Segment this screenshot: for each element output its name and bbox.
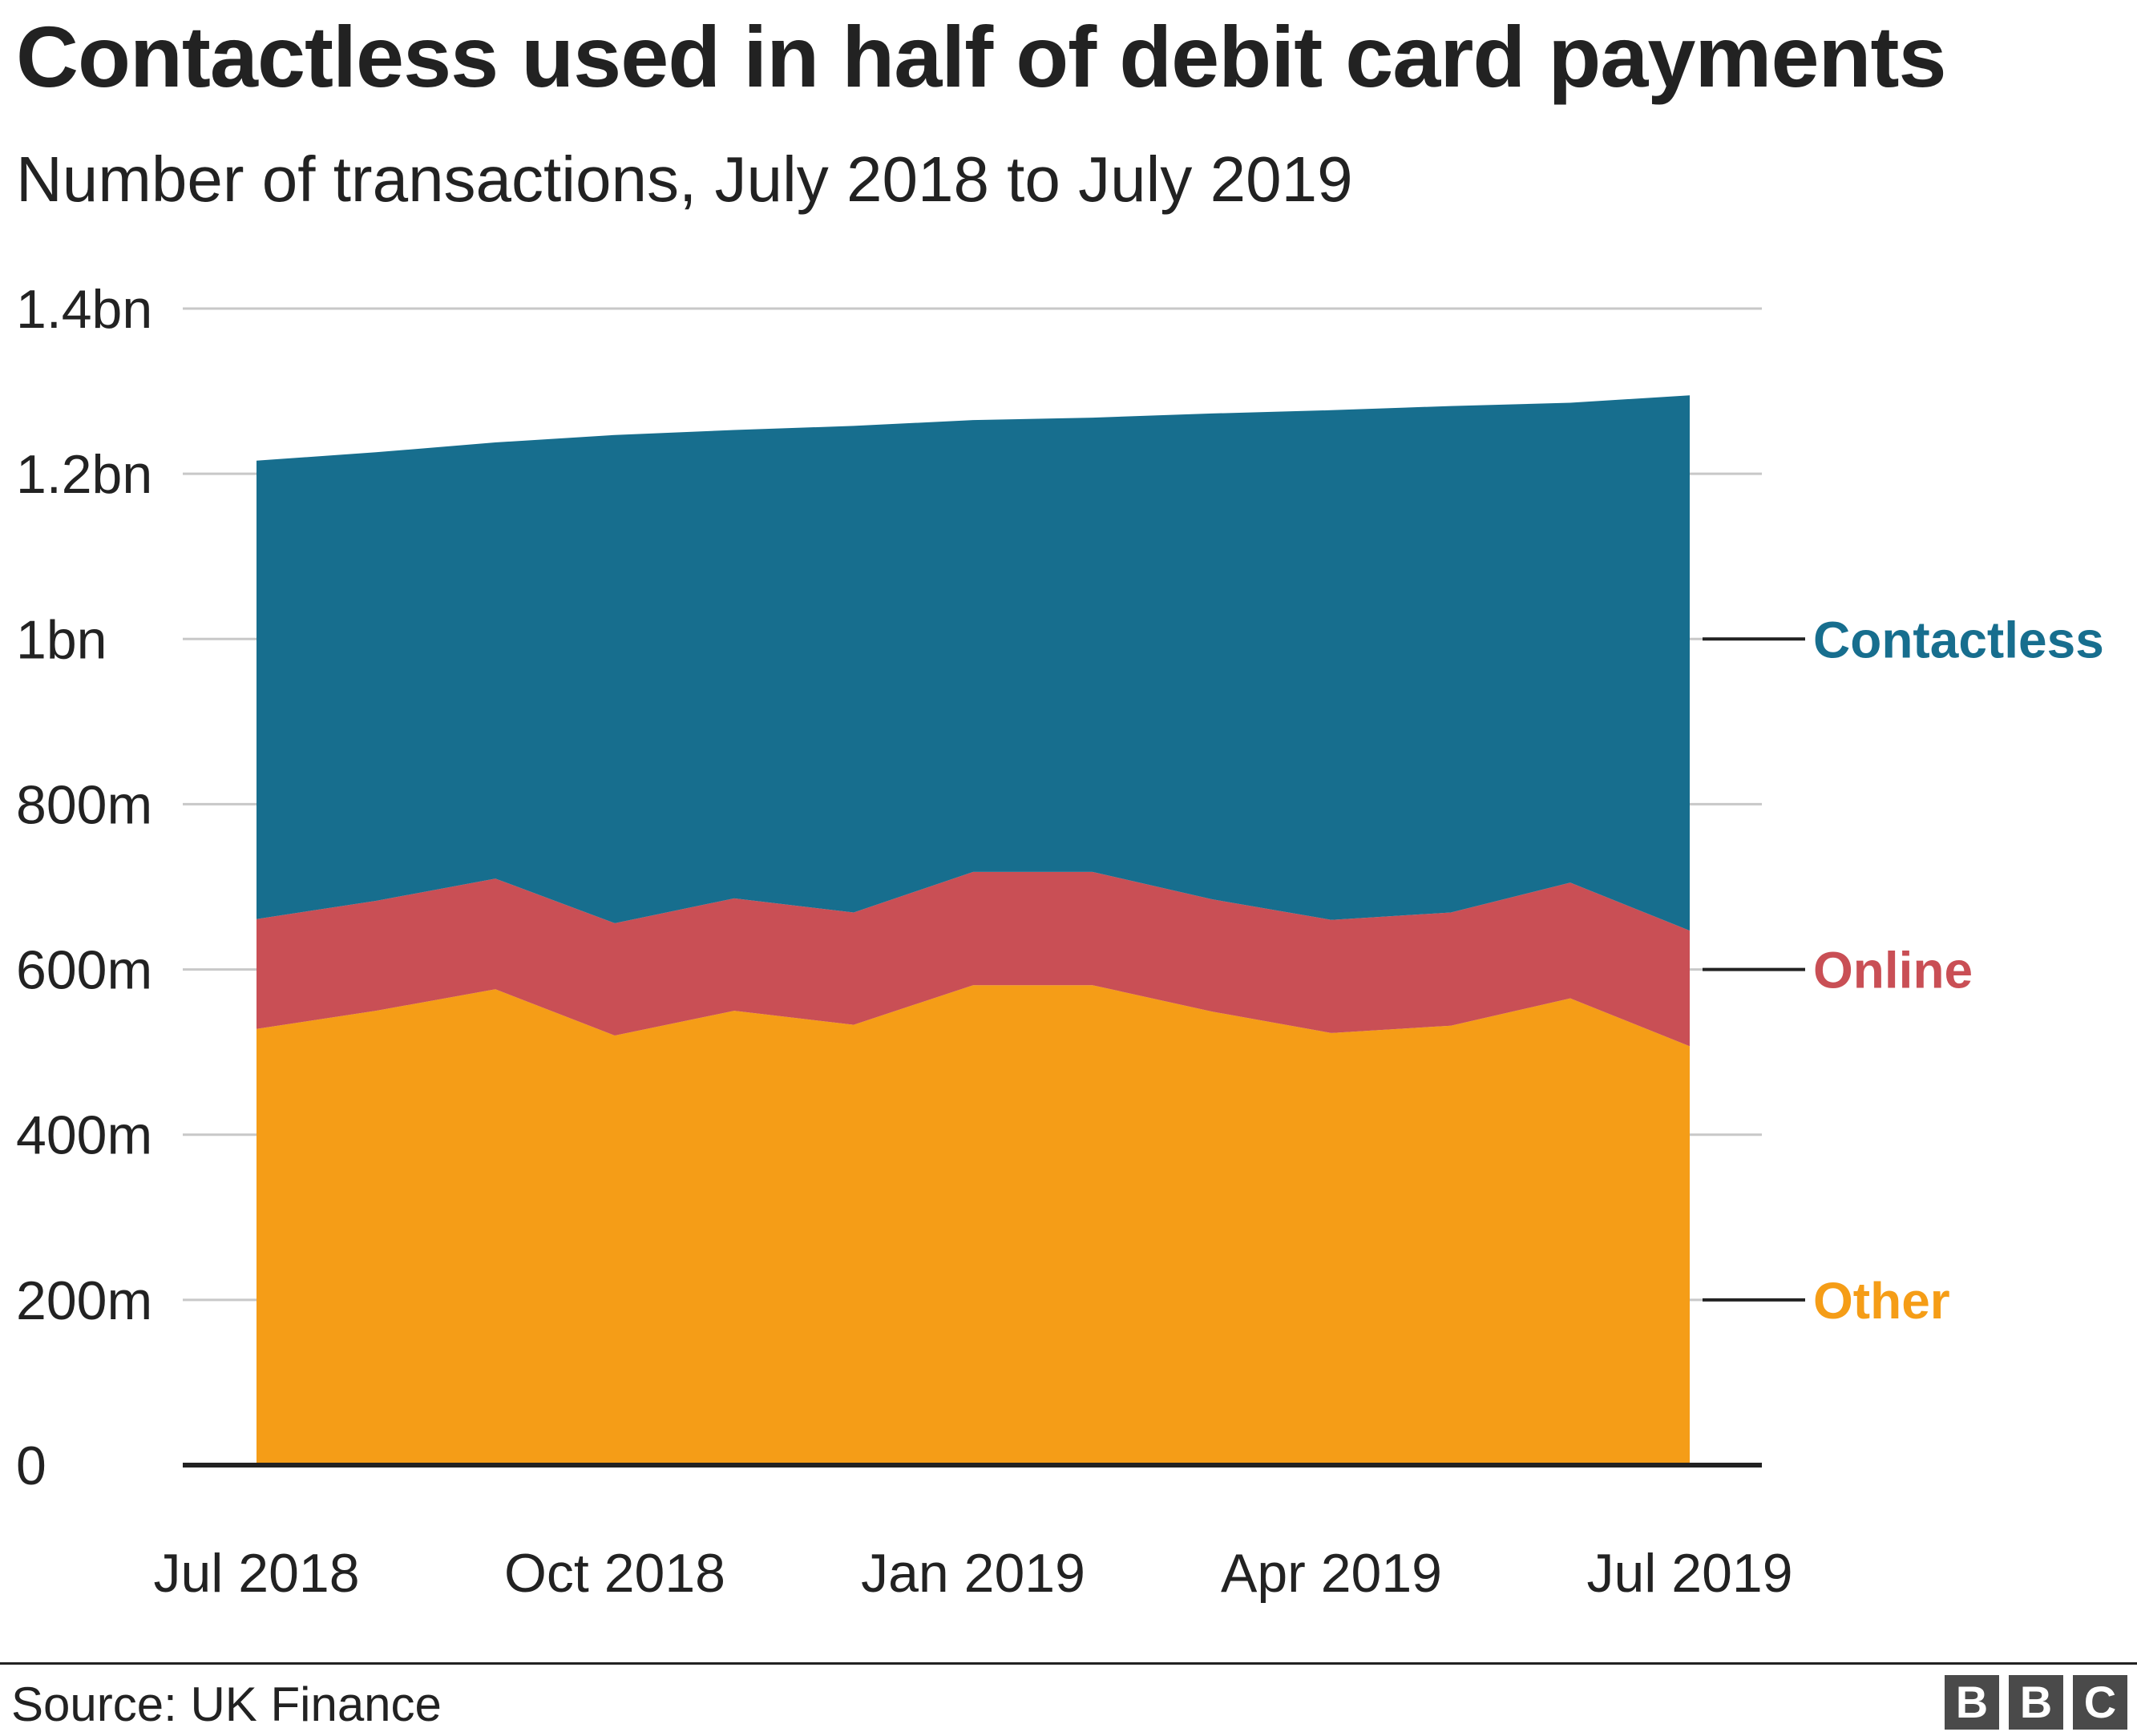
x-tick-label: Jul 2018 (153, 1543, 359, 1604)
y-tick-label: 1.2bn (16, 444, 152, 505)
area-online (257, 871, 1690, 1047)
chart-subtitle: Number of transactions, July 2018 to Jul… (16, 143, 1353, 215)
area-contactless (257, 395, 1690, 931)
logo-letter: B (1945, 1675, 1999, 1730)
x-tick-label: Jul 2019 (1586, 1543, 1792, 1604)
x-tick-label: Jan 2019 (861, 1543, 1085, 1604)
y-axis-ticks: 0 200m 400m 600m 800m 1bn 1.2bn 1.4bn (16, 279, 152, 1496)
area-other (257, 985, 1690, 1465)
area-chart: 0 200m 400m 600m 800m 1bn 1.2bn 1.4bn Jul 2018 O… (16, 279, 2104, 1604)
stacked-areas (257, 395, 1690, 1465)
series-label-contactless: Contactless (1813, 611, 2104, 668)
series-label-other: Other (1813, 1272, 1950, 1330)
y-tick-label: 1.4bn (16, 279, 152, 340)
y-tick-label: 400m (16, 1105, 152, 1166)
logo-letter: C (2073, 1675, 2127, 1730)
series-label-online: Online (1813, 942, 1973, 999)
y-tick-label: 0 (16, 1435, 46, 1496)
x-tick-label: Apr 2019 (1221, 1543, 1442, 1604)
y-tick-label: 800m (16, 774, 152, 835)
chart-title: Contactless used in half of debit card p… (16, 8, 1947, 105)
x-tick-label: Oct 2018 (504, 1543, 725, 1604)
bbc-logo: B B C (1945, 1675, 2127, 1730)
x-axis-ticks: Jul 2018 Oct 2018 Jan 2019 Apr 2019 Jul 2019 (153, 1543, 1792, 1604)
y-tick-label: 1bn (16, 609, 107, 670)
footer-divider (0, 1662, 2137, 1665)
logo-letter: B (2009, 1675, 2063, 1730)
series-labels: Other Online Contactless (1703, 611, 2104, 1330)
source-note: Source: UK Finance (11, 1677, 442, 1731)
y-tick-label: 200m (16, 1270, 152, 1331)
y-tick-label: 600m (16, 940, 152, 1001)
